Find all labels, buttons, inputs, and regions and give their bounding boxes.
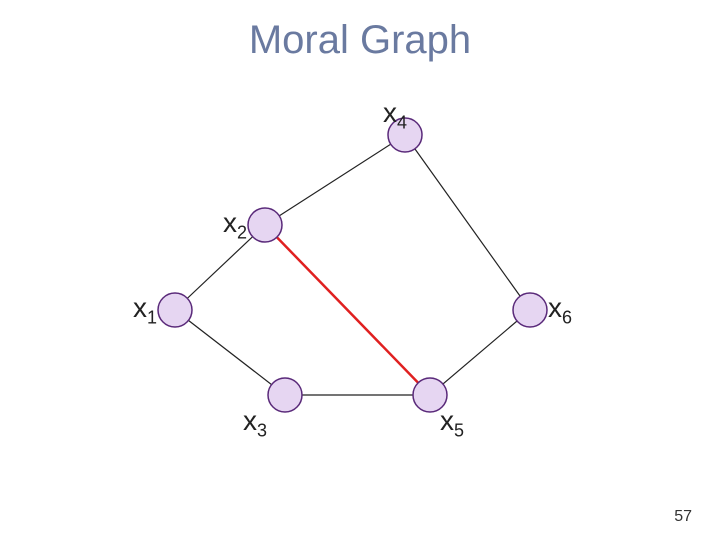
page-number: 57 <box>674 508 692 526</box>
node-label-x3: x3 <box>243 405 267 442</box>
node-x6 <box>513 293 547 327</box>
moral-graph <box>0 0 720 540</box>
node-label-x4: x4 <box>383 97 407 134</box>
edge-x1-x2 <box>175 225 265 310</box>
node-label-x5: x5 <box>440 405 464 442</box>
node-label-x2: x2 <box>223 207 247 244</box>
edge-x2-x5 <box>265 225 430 395</box>
edge-x2-x4 <box>265 135 405 225</box>
node-label-x6: x6 <box>548 292 572 329</box>
node-x3 <box>268 378 302 412</box>
edge-x5-x6 <box>430 310 530 395</box>
edge-x1-x3 <box>175 310 285 395</box>
node-x2 <box>248 208 282 242</box>
node-x1 <box>158 293 192 327</box>
edge-x4-x6 <box>405 135 530 310</box>
node-label-x1: x1 <box>133 292 157 329</box>
